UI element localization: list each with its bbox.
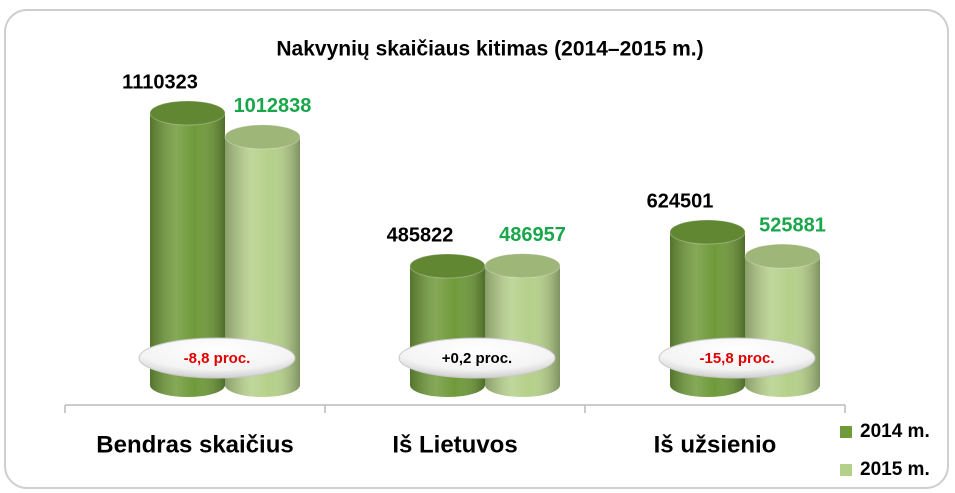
cylinder-top (149, 100, 226, 126)
cylinder-top-shade (150, 101, 225, 125)
annotation: +0,2 proc. (442, 350, 512, 367)
cylinder-top (669, 219, 746, 245)
value-label: 1012838 (234, 95, 312, 117)
cylinder-shade (150, 113, 225, 398)
chart-title: Nakvynių skaičiaus kitimas (2014–2015 m.… (276, 38, 703, 61)
cylinder-top (744, 243, 821, 269)
x-tick-label: Bendras skaičius (96, 431, 293, 458)
annotation-oval (138, 337, 296, 379)
annotation-oval (398, 337, 556, 379)
x-tick-label: Iš užsienio (654, 431, 777, 458)
cylinder-top (484, 253, 561, 279)
cylinder-bar (224, 124, 301, 398)
cylinder-top-shade (485, 253, 560, 278)
value-label: 486957 (499, 224, 566, 246)
x-tick-label: Iš Lietuvos (392, 431, 517, 458)
value-label: 525881 (759, 214, 826, 236)
cylinder-shade (225, 136, 300, 398)
legend-swatch (840, 426, 852, 438)
value-label: 1110323 (122, 71, 198, 93)
legend-label: 2015 m. (860, 459, 930, 480)
cylinder-top-shade (410, 253, 485, 278)
cylinder-top-shade (225, 124, 300, 149)
annotation: -15,8 proc. (699, 350, 774, 367)
legend-label: 2014 m. (860, 421, 930, 442)
legend-swatch (840, 464, 852, 476)
annotation-oval (658, 337, 816, 379)
value-label: 624501 (647, 190, 714, 212)
cylinder-top (224, 124, 301, 150)
cylinder-top-shade (670, 220, 745, 245)
cylinder-top-shade (745, 244, 820, 269)
value-label: 485822 (387, 224, 454, 246)
annotation: -8,8 proc. (184, 350, 251, 367)
cylinder-bar (149, 100, 226, 398)
